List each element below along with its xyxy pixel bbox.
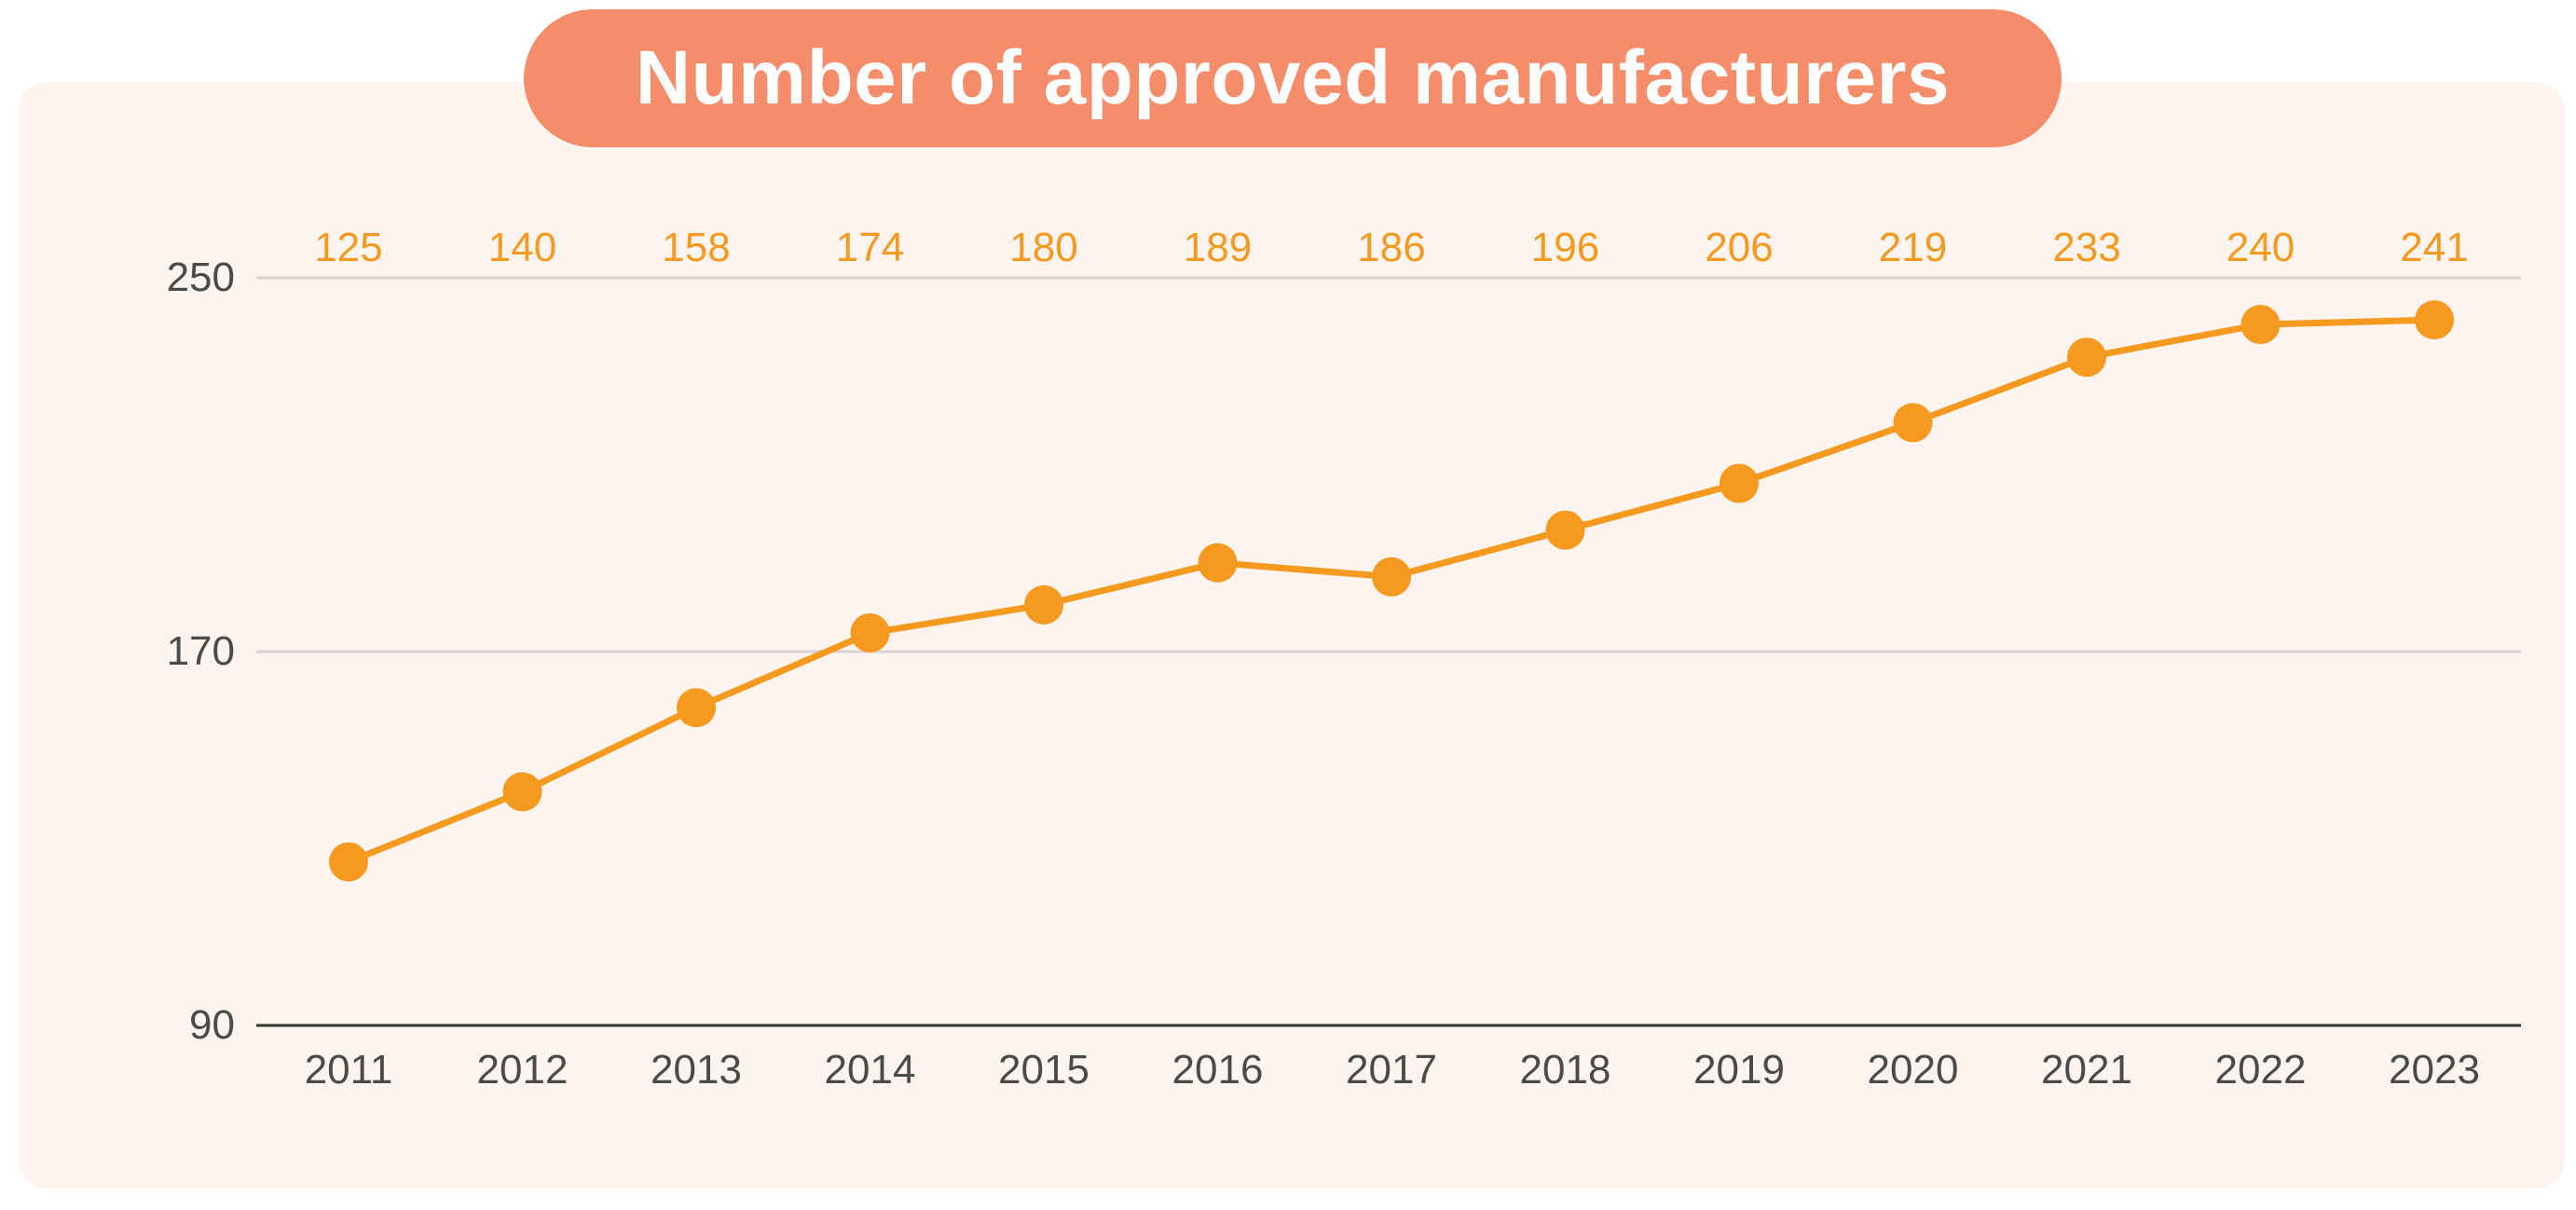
data-point [677,688,716,728]
data-label: 125 [314,225,382,270]
data-label: 158 [662,225,730,270]
data-label: 180 [1009,225,1077,270]
y-tick-label: 250 [167,254,235,300]
x-tick-label: 2013 [651,1047,742,1093]
data-point [1545,510,1585,550]
chart-title: Number of approved manufacturers [635,35,1951,120]
data-label: 240 [2227,225,2295,270]
chart-card [19,82,2565,1189]
y-tick-label: 170 [167,628,235,674]
data-label: 186 [1357,225,1425,270]
data-point [2415,300,2454,340]
y-tick-label: 90 [189,1002,235,1048]
data-point [1372,557,1411,597]
x-tick-label: 2023 [2389,1047,2480,1093]
x-tick-label: 2014 [825,1047,916,1093]
data-label: 233 [2052,225,2120,270]
data-point [1024,584,1063,625]
data-label: 196 [1531,225,1599,270]
data-label: 206 [1705,225,1773,270]
x-tick-label: 2018 [1520,1047,1611,1093]
data-point [1198,543,1238,583]
data-point [1720,463,1759,503]
data-label: 189 [1184,225,1252,270]
data-label: 241 [2400,225,2468,270]
data-label: 219 [1879,225,1947,270]
x-tick-label: 2016 [1172,1047,1264,1093]
x-tick-label: 2017 [1346,1047,1437,1093]
x-tick-label: 2019 [1693,1047,1785,1093]
data-label: 140 [488,225,556,270]
x-tick-label: 2011 [305,1047,393,1093]
data-point [329,842,368,882]
data-point [850,612,890,653]
data-point [1893,403,1933,443]
data-point [2067,337,2106,378]
x-tick-label: 2021 [2041,1047,2132,1093]
x-tick-label: 2020 [1868,1047,1959,1093]
x-tick-label: 2012 [477,1047,569,1093]
data-label: 174 [836,225,904,270]
title-pill: Number of approved manufacturers [524,9,2062,147]
x-tick-label: 2015 [998,1047,1089,1093]
x-tick-label: 2022 [2215,1047,2307,1093]
data-point [2240,305,2281,345]
data-point [502,772,542,812]
